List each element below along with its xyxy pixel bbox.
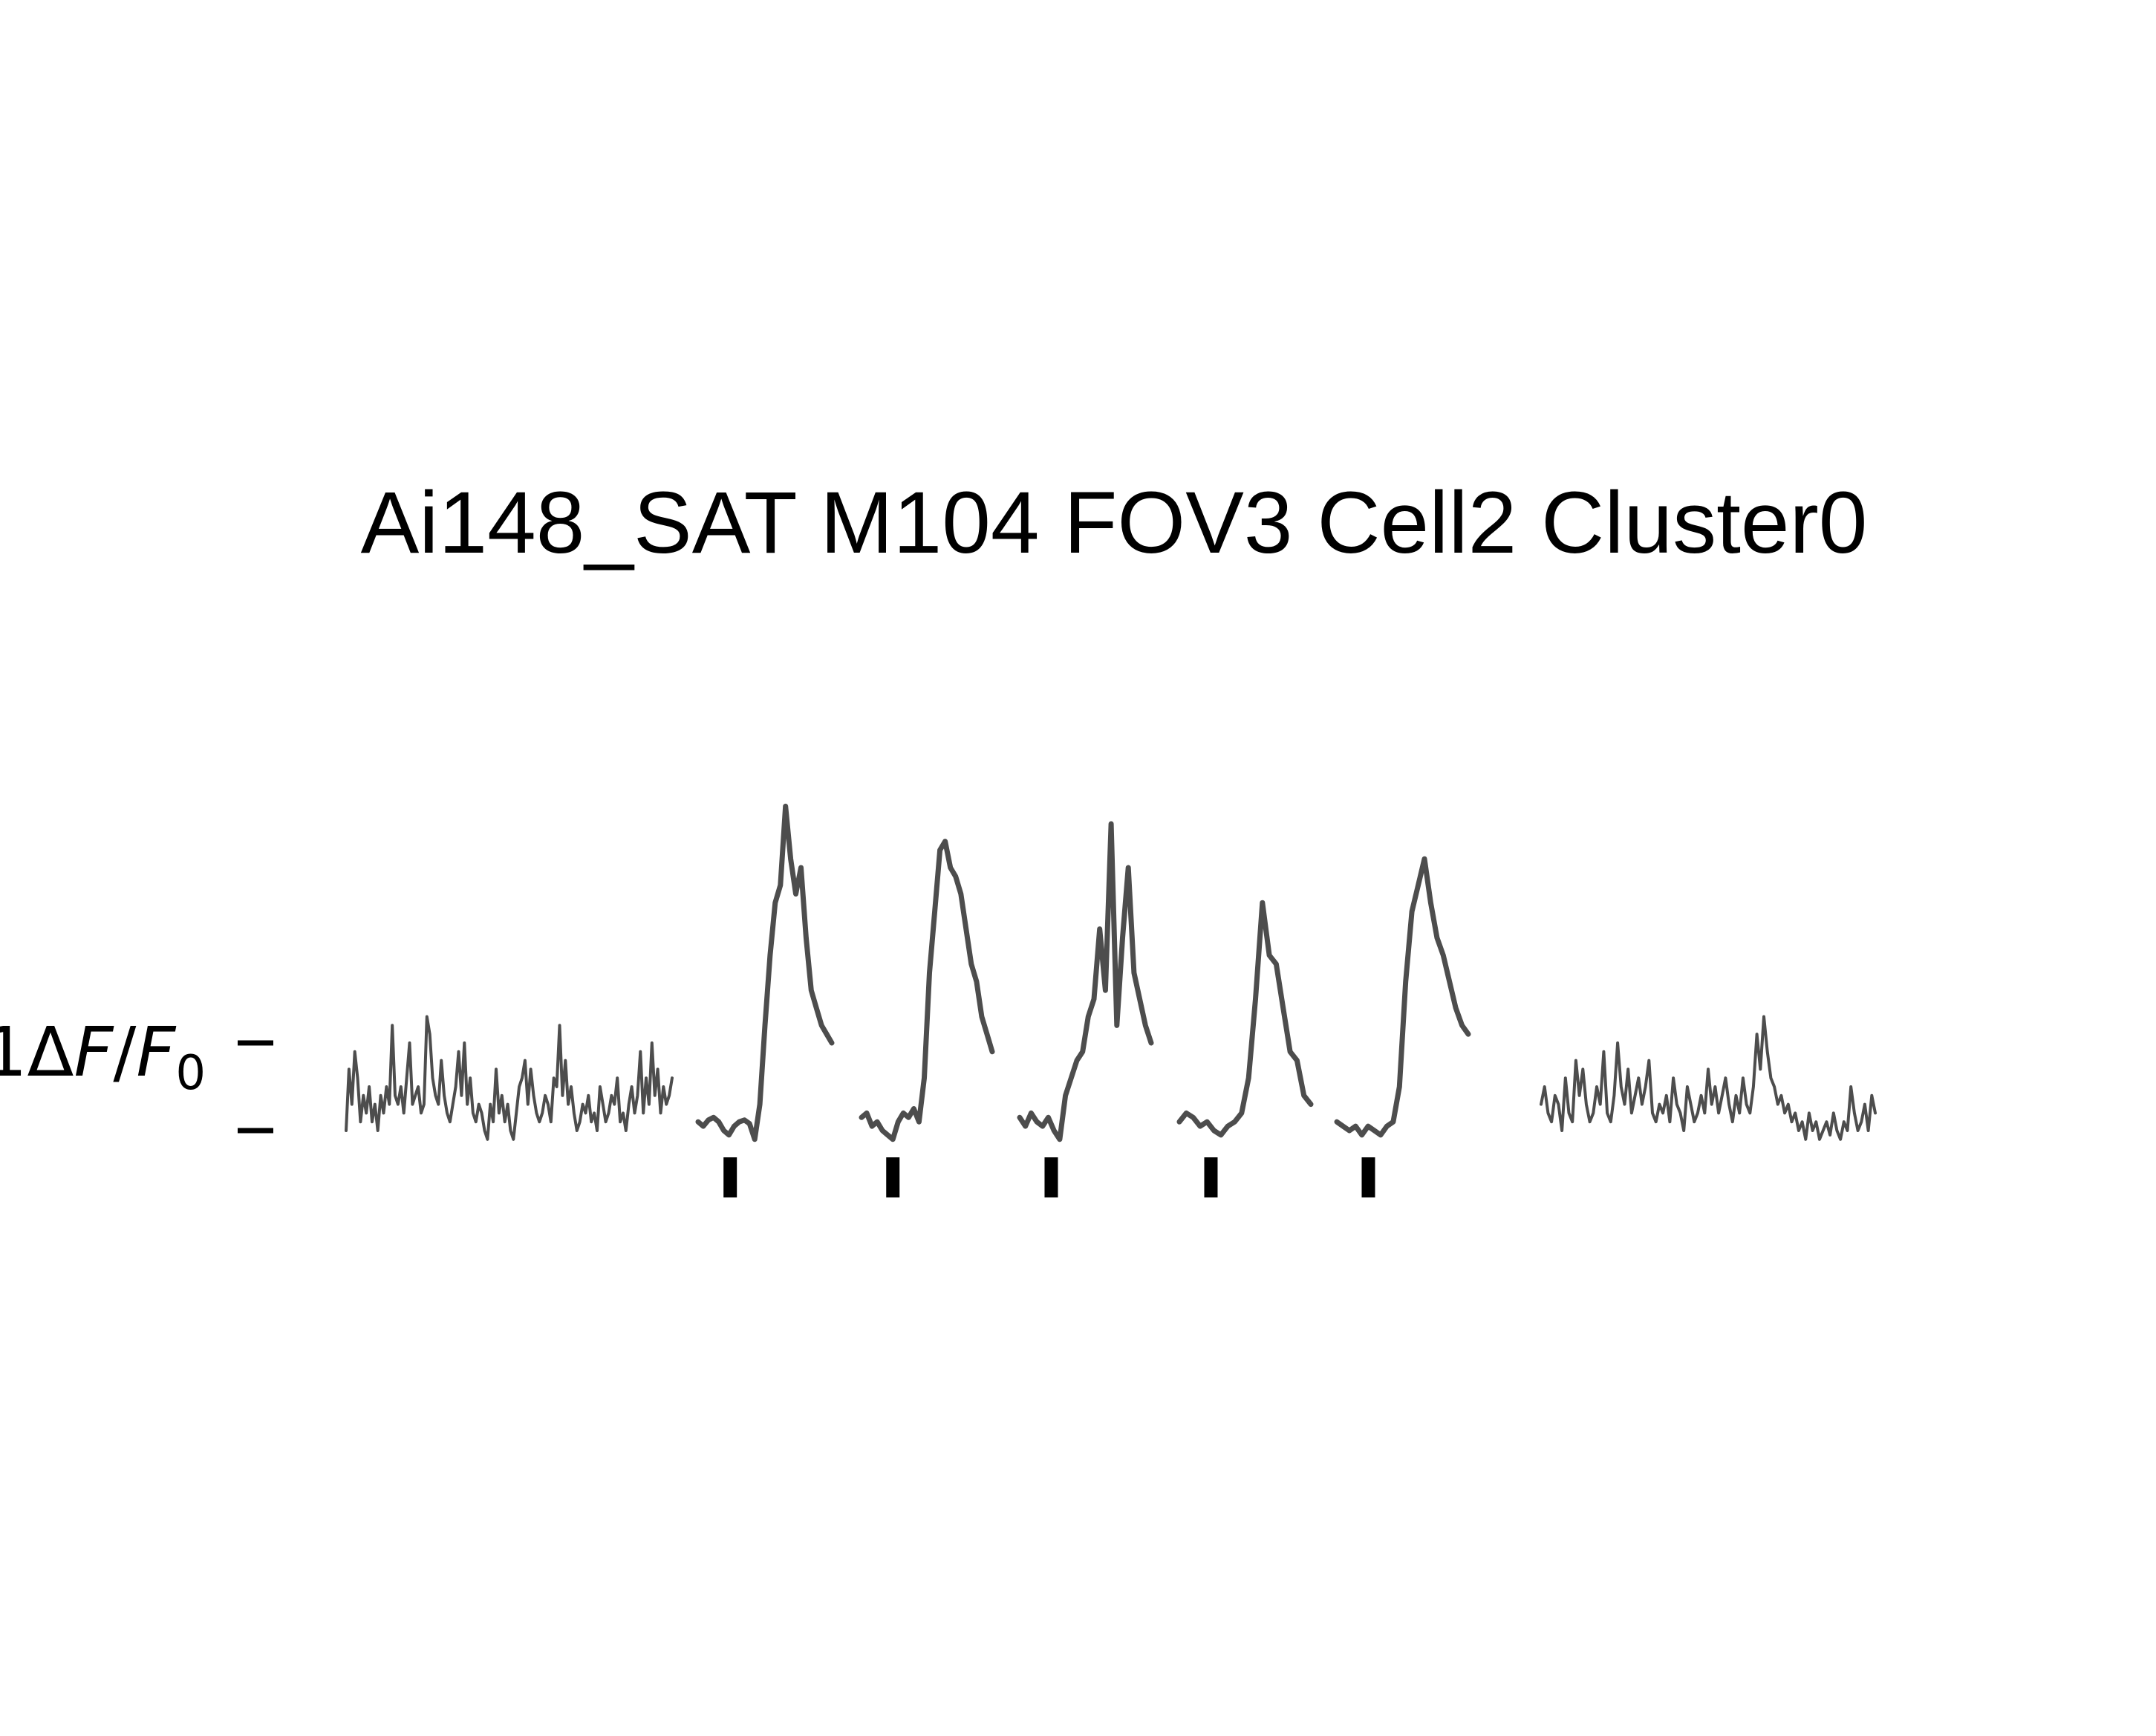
ylabel-slash: / <box>113 1012 136 1092</box>
ylabel-delta: Δ <box>27 1012 74 1092</box>
ylabel-subscript: 0 <box>175 1046 206 1101</box>
ylabel-prefix: 1 <box>0 1012 27 1092</box>
stimulus-marker-group <box>723 1157 1375 1197</box>
ylabel-var2: F <box>136 1012 176 1092</box>
trace-group <box>345 803 1877 1142</box>
scale-bar <box>238 1040 273 1134</box>
response-trace-5 <box>1334 856 1471 1138</box>
y-axis-label: 1ΔF/F0 <box>0 1012 206 1101</box>
response-trace-3 <box>1017 821 1154 1142</box>
chart-title: Ai148_SAT M104 FOV3 Cell2 Cluster0 <box>361 474 1868 572</box>
baseline-pre-trace <box>345 1015 674 1141</box>
response-trace-1 <box>695 803 835 1142</box>
ylabel-var1: F <box>74 1012 114 1092</box>
baseline-post-trace <box>1540 1015 1877 1141</box>
response-trace-2 <box>859 839 995 1142</box>
response-trace-4 <box>1176 900 1314 1138</box>
